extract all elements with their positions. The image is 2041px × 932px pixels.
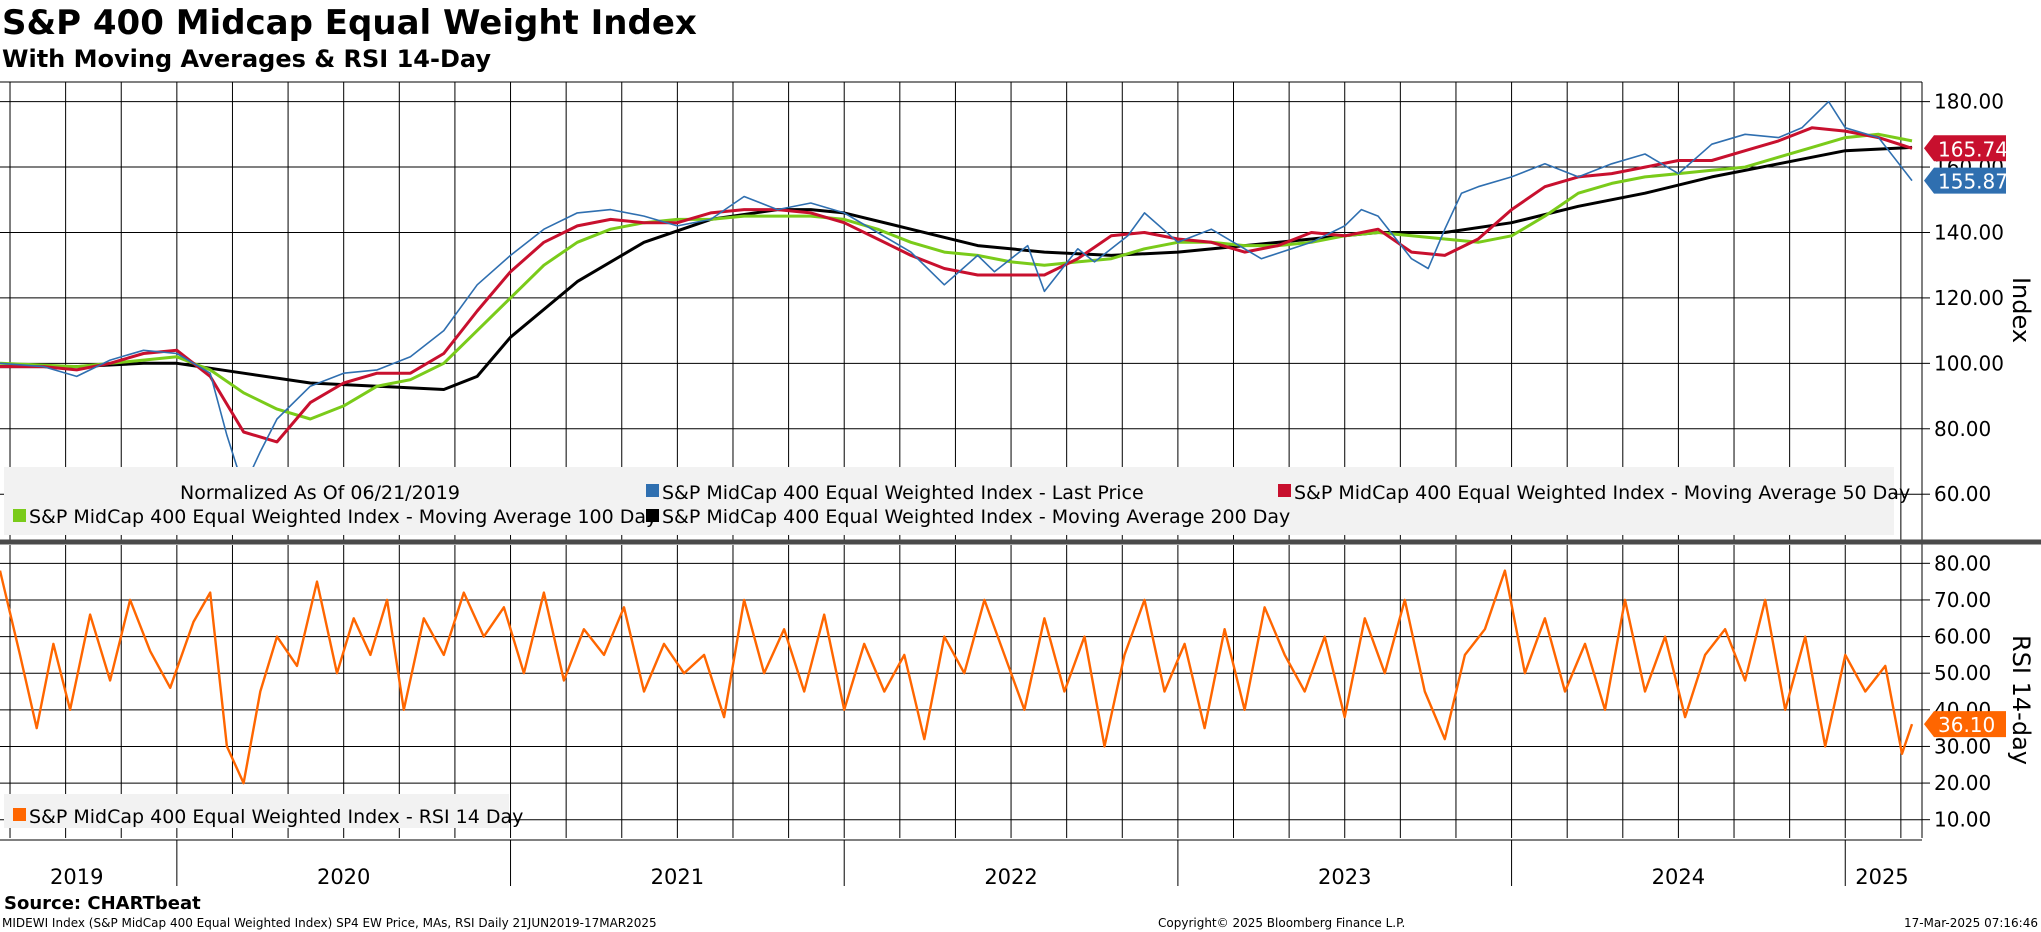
x-tick-label: 2024 [1652, 865, 1705, 889]
rsi-y-tick-label: 80.00 [1934, 551, 1991, 575]
price-last-value-tag-text: 155.87 [1938, 170, 2008, 194]
chart-title: S&P 400 Midcap Equal Weight Index [2, 3, 697, 43]
rsi-legend: S&P MidCap 400 Equal Weighted Index - RS… [13, 806, 523, 828]
ma50-last-value-tag-text: 165.74 [1938, 137, 2008, 161]
ma50-last-value-tag-shape [1924, 135, 2006, 162]
x-tick-label: 2021 [651, 865, 704, 889]
legend-swatch-ma100 [13, 509, 26, 522]
legend-label-rsi: S&P MidCap 400 Equal Weighted Index - RS… [29, 806, 523, 828]
price-legend-box [4, 467, 1894, 535]
rsi-y-tick-label: 20.00 [1934, 771, 1991, 795]
rsi-y-tick-label: 60.00 [1934, 625, 1991, 649]
price-legend: Normalized As Of 06/21/2019 S&P MidCap 4… [13, 482, 1910, 528]
footer-ticker-line: MIDEWI Index (S&P MidCap 400 Equal Weigh… [2, 916, 657, 930]
x-tick-label: 2023 [1318, 865, 1371, 889]
price-y-tick-label: 100.00 [1934, 351, 2004, 375]
x-tick-label: 2019 [50, 865, 103, 889]
price-y-axis-title: Index [2007, 277, 2035, 343]
series-line-ma200 [0, 145, 1913, 391]
series-line-price [0, 100, 1913, 489]
x-axis: 2019 2020 2021 2022 2023 2024 2025 [50, 840, 1909, 889]
rsi-y-tick-label: 30.00 [1934, 734, 1991, 758]
rsi-y-tick-label: 50.00 [1934, 661, 1991, 685]
price-series [0, 100, 1913, 489]
footer-timestamp: 17-Mar-2025 07:16:46 [1904, 916, 2038, 930]
legend-swatch-price [646, 484, 659, 497]
x-tick-label: 2022 [984, 865, 1037, 889]
legend-label-ma200: S&P MidCap 400 Equal Weighted Index - Mo… [662, 506, 1290, 528]
x-tick-label: 2020 [317, 865, 370, 889]
price-last-value-tag-shape [1924, 167, 2006, 194]
x-tick-label: 2025 [1855, 865, 1908, 889]
legend-swatch-ma50 [1278, 484, 1291, 497]
ma50-last-value-tag: 165.74 [1924, 135, 2008, 162]
rsi-y-tick-label: 70.00 [1934, 588, 1991, 612]
rsi-last-value-tag: 36.10 [1924, 711, 2006, 738]
series-line-ma100 [0, 132, 1913, 421]
price-y-tick-label: 120.00 [1934, 286, 2004, 310]
footer-copyright: Copyright© 2025 Bloomberg Finance L.P. [1158, 916, 1405, 930]
legend-label-ma100: S&P MidCap 400 Equal Weighted Index - Mo… [29, 506, 657, 528]
price-y-tick-label: 140.00 [1934, 220, 2004, 244]
price-y-tick-label: 60.00 [1934, 482, 1991, 506]
price-y-tick-label: 80.00 [1934, 417, 1991, 441]
series-line-rsi [0, 569, 1914, 785]
rsi-y-tick-label: 10.00 [1934, 808, 1991, 832]
chart-subtitle: With Moving Averages & RSI 14-Day [2, 45, 491, 73]
rsi-series [0, 569, 1914, 785]
legend-label-ma50: S&P MidCap 400 Equal Weighted Index - Mo… [1294, 482, 1910, 504]
rsi-legend-box [4, 794, 509, 828]
legend-label-price: S&P MidCap 400 Equal Weighted Index - La… [662, 482, 1144, 504]
legend-swatch-ma200 [646, 509, 659, 522]
rsi-last-value-tag-shape [1924, 711, 2006, 738]
source-note: Source: CHARTbeat [4, 893, 201, 914]
legend-swatch-rsi [13, 808, 26, 821]
legend-note: Normalized As Of 06/21/2019 [180, 482, 460, 504]
rsi-y-axis-title: RSI 14-day [2007, 635, 2035, 765]
price-last-value-tag: 155.87 [1924, 167, 2008, 194]
price-y-tick-label: 180.00 [1934, 90, 2004, 114]
rsi-last-value-tag-text: 36.10 [1938, 713, 1995, 737]
series-line-ma50 [0, 126, 1913, 444]
last-value-tags: 165.74 155.87 36.10 [1924, 135, 2008, 738]
